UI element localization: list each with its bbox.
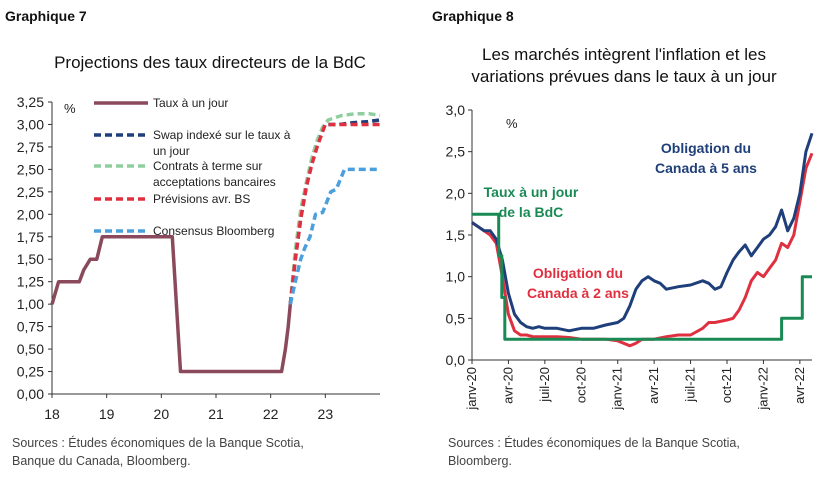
- x-tick-label-left: 21: [208, 406, 224, 422]
- y-tick-label-left: 2,75: [17, 139, 44, 155]
- x-tick-label-right: avr-21: [646, 367, 661, 404]
- x-tick-label-right: juil-21: [683, 367, 698, 403]
- x-tick-label-right: janv-22: [755, 367, 770, 411]
- x-tick-label-right: oct-21: [719, 367, 734, 403]
- legend-label-left: acceptations bancaires: [153, 175, 276, 189]
- sources-right-line1: Sources : Études économiques de la Banqu…: [448, 436, 740, 450]
- legend-label-left: Contrats à terme sur: [153, 159, 262, 173]
- x-tick-label-left: 18: [44, 406, 60, 422]
- y-tick-label-left: 3,25: [17, 94, 44, 110]
- legend-label-left: Consensus Bloomberg: [153, 224, 274, 238]
- chart-title-right-line1: Les marchés intègrent l'inflation et les: [482, 45, 766, 64]
- x-tick-label-right: juil-20: [537, 367, 552, 403]
- sources-left-line2: Banque du Canada, Bloomberg.: [12, 454, 191, 468]
- y-tick-label-left: 1,00: [17, 296, 44, 312]
- chart-title-right-line2: variations prévues dans le taux à un jou…: [471, 67, 777, 86]
- y-tick-label-right: 1,5: [446, 227, 466, 243]
- x-tick-label-right: janv-20: [464, 367, 479, 411]
- y-tick-label-right: 2,5: [446, 144, 466, 160]
- legend-label-left: Taux à un jour: [153, 96, 228, 110]
- chart-title-right: Les marchés intègrent l'inflation et les…: [420, 44, 828, 88]
- y-tick-label-right: 3,0: [446, 102, 466, 118]
- panel-label-right: Graphique 8: [432, 8, 514, 24]
- annotation-right: Taux à un jour: [484, 184, 579, 200]
- legend-label-left: Swap indexé sur le taux à: [153, 128, 291, 142]
- x-tick-label-right: avr-22: [792, 367, 807, 404]
- annotation-right: Canada à 2 ans: [527, 285, 629, 301]
- series-line-right-0: [471, 132, 814, 333]
- sources-left-line1: Sources : Études économiques de la Banqu…: [12, 436, 304, 450]
- series-line-left-0: [50, 235, 293, 374]
- x-tick-label-left: 22: [263, 406, 279, 422]
- y-tick-label-right: 2,0: [446, 185, 466, 201]
- series-line-right-2: [472, 212, 812, 341]
- x-tick-label-right: janv-21: [610, 367, 625, 411]
- annotation-right: de la BdC: [499, 204, 564, 220]
- panel-label-left: Graphique 7: [5, 8, 87, 24]
- y-tick-label-right: 0,5: [446, 310, 466, 326]
- series-line-left-3: [288, 122, 380, 305]
- y-tick-label-left: 1,75: [17, 229, 44, 245]
- y-unit-label-right: %: [506, 116, 518, 131]
- x-tick-label-right: avr-20: [500, 367, 515, 404]
- y-tick-label-left: 2,50: [17, 161, 44, 177]
- y-tick-label-right: 0,0: [446, 352, 466, 368]
- sources-left: Sources : Études économiques de la Banqu…: [12, 434, 304, 470]
- y-tick-label-left: 2,00: [17, 206, 44, 222]
- sources-right-line2: Bloomberg.: [448, 454, 512, 468]
- legend-label-left: Prévisions avr. BS: [153, 192, 250, 206]
- legend-label-left: un jour: [153, 144, 190, 158]
- y-tick-label-left: 0,00: [17, 386, 44, 402]
- y-tick-label-left: 1,50: [17, 251, 44, 267]
- annotation-right: Obligation du: [661, 140, 751, 156]
- y-tick-label-left: 1,25: [17, 274, 44, 290]
- y-unit-label-left: %: [64, 101, 76, 116]
- y-tick-label-left: 0,25: [17, 364, 44, 380]
- y-tick-label-left: 0,75: [17, 319, 44, 335]
- x-tick-label-left: 19: [99, 406, 115, 422]
- x-tick-label-right: oct-20: [573, 367, 588, 403]
- y-tick-label-left: 3,00: [17, 116, 44, 132]
- chart-title-left: Projections des taux directeurs de la Bd…: [54, 53, 366, 72]
- x-tick-label-left: 20: [154, 406, 170, 422]
- series-line-right-1: [471, 152, 814, 348]
- annotation-right: Obligation du: [533, 265, 623, 281]
- annotation-right: Canada à 5 ans: [655, 160, 757, 176]
- y-tick-label-left: 0,50: [17, 341, 44, 357]
- y-tick-label-right: 1,0: [446, 269, 466, 285]
- sources-right: Sources : Études économiques de la Banqu…: [448, 434, 740, 470]
- y-tick-label-left: 2,25: [17, 184, 44, 200]
- x-tick-label-left: 23: [318, 406, 334, 422]
